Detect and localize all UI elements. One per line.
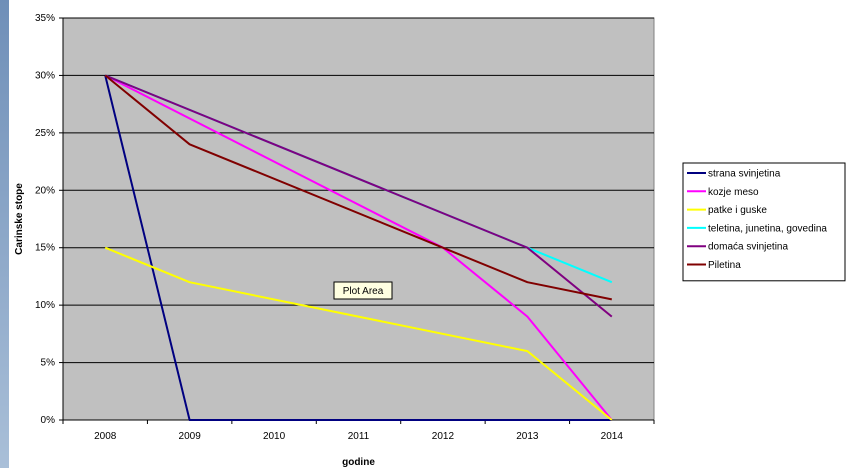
tooltip-box (333, 281, 393, 300)
legend-entry[interactable]: Piletina (708, 260, 741, 271)
series-line-1[interactable] (104, 75, 612, 421)
series-line-3[interactable] (104, 246, 613, 421)
window-edge-strip (0, 0, 9, 468)
legend (682, 162, 846, 282)
y-tick-label: 35% (35, 13, 55, 24)
legend-entry[interactable]: strana svinjetina (708, 169, 781, 180)
x-tick-label: 2012 (432, 431, 455, 442)
legend-entry[interactable]: teletina, junetina, govedina (708, 223, 827, 234)
legend-entry[interactable]: domaća svinjetina (708, 242, 788, 253)
x-tick-label: 2009 (179, 431, 202, 442)
x-tick-label: 2013 (516, 431, 539, 442)
x-tick-label: 2008 (94, 431, 117, 442)
x-tick-label: 2011 (348, 431, 370, 442)
series-line-2[interactable] (104, 74, 613, 421)
y-tick-label: 30% (35, 70, 55, 81)
plot-area-tooltip: Plot Area (333, 281, 393, 300)
y-tick-label: 20% (35, 185, 55, 196)
legend-entry[interactable]: kozje meso (708, 187, 759, 198)
series-line-6[interactable] (104, 74, 612, 301)
x-axis-title: godine (342, 457, 375, 468)
y-tick-label: 25% (35, 128, 55, 139)
y-tick-label: 5% (41, 358, 56, 369)
x-tick-label: 2010 (263, 431, 286, 442)
y-tick-label: 10% (35, 300, 55, 311)
y-tick-label: 15% (35, 243, 55, 254)
y-axis-title: Carinske stope (14, 183, 25, 255)
x-tick-label: 2014 (601, 431, 624, 442)
plot-area[interactable] (62, 17, 655, 421)
y-tick-label: 0% (41, 415, 56, 426)
tooltip-label: Plot Area (343, 286, 384, 297)
legend-entry[interactable]: patke i guske (708, 205, 767, 216)
